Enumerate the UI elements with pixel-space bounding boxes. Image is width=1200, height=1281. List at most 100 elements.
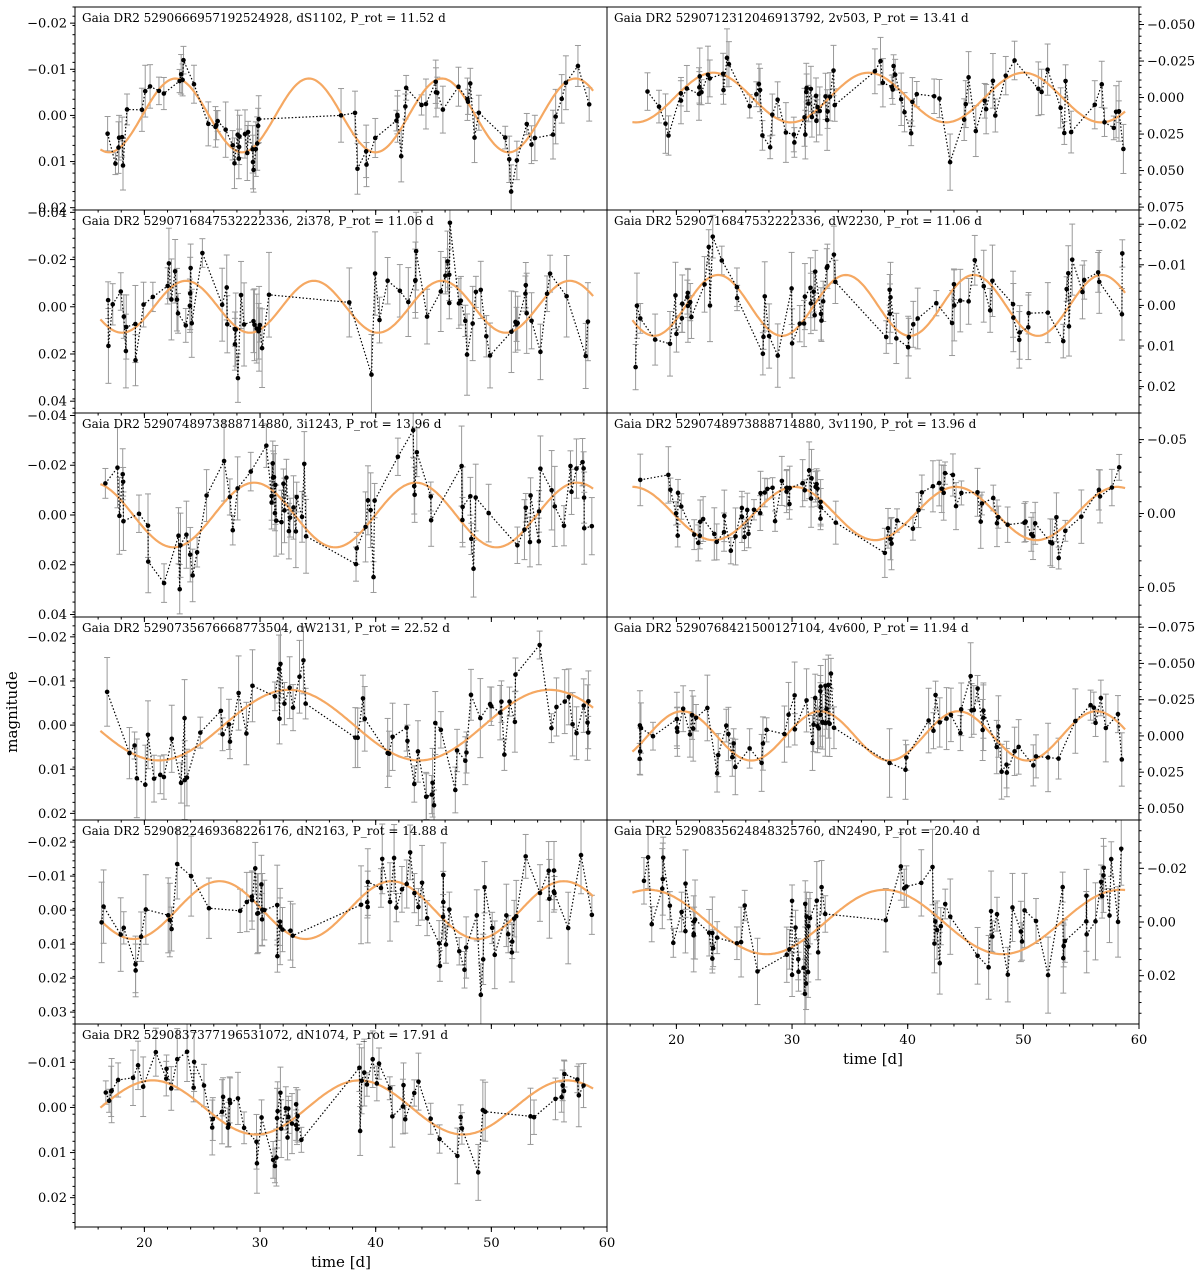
data-point (702, 282, 707, 287)
data-point (270, 1157, 276, 1163)
data-point (887, 760, 892, 766)
data-point (532, 135, 538, 141)
data-point (637, 316, 643, 321)
ytick-label: −0.01 (27, 63, 67, 78)
data-point (279, 519, 284, 525)
data-point (578, 852, 584, 858)
data-point (187, 552, 193, 557)
data-point (419, 102, 424, 108)
data-point (585, 319, 591, 324)
data-point (411, 483, 417, 489)
panel-7: 0.02 0.01 0.00 −0.01 −0.02 Gaia DR2 529073567… (27, 616, 608, 825)
data-point (404, 725, 409, 731)
data-point (133, 321, 138, 327)
data-point (277, 919, 283, 924)
data-point (528, 1114, 533, 1119)
data-point (181, 57, 186, 63)
data-point (905, 344, 911, 350)
data-point (411, 1090, 417, 1096)
data-point (883, 334, 889, 340)
data-point (223, 127, 228, 132)
data-point (693, 715, 699, 721)
data-point (734, 940, 740, 946)
data-point (142, 88, 148, 94)
data-point (505, 931, 511, 937)
data-point (502, 135, 508, 140)
data-point (659, 886, 665, 891)
data-point (1097, 494, 1103, 499)
data-point (133, 357, 138, 363)
data-point (937, 96, 942, 101)
data-point (1062, 528, 1068, 534)
data-point (637, 749, 643, 754)
data-point (728, 548, 734, 554)
data-point (294, 494, 300, 500)
data-point (289, 1121, 295, 1126)
data-point (245, 129, 251, 135)
data-point (241, 322, 247, 327)
data-point (807, 915, 813, 921)
panel-title: Gaia DR2 5290837377196531072, dN1074, P_… (82, 1028, 448, 1042)
data-point (888, 295, 893, 300)
data-point (1016, 744, 1021, 750)
fit-curve (631, 273, 1126, 338)
data-point (272, 1163, 278, 1169)
ytick-label: 0.02 (38, 1191, 67, 1206)
data-point (818, 688, 823, 694)
panel-9: 0.03 0.02 0.01 0.00 −0.01 −0.02 Gaia DR2 52908… (27, 819, 608, 1029)
data-point (972, 257, 978, 263)
fit-curve (631, 710, 1126, 762)
data-point (538, 349, 543, 355)
data-point (589, 912, 595, 918)
data-point (554, 704, 559, 710)
data-point (1088, 702, 1093, 708)
data-point (1121, 146, 1126, 152)
xtick-label: 50 (1015, 1033, 1032, 1048)
data-point (982, 98, 988, 104)
data-point (975, 686, 980, 691)
data-point (1107, 913, 1112, 918)
xtick-label: 40 (899, 1033, 916, 1048)
data-point (918, 880, 924, 886)
data-point (105, 131, 110, 136)
data-point (823, 94, 828, 99)
data-point (770, 485, 775, 491)
data-point (549, 725, 554, 731)
panel-2: 0.075 0.050 0.025 0.000 −0.025 −0.050 Gaia DR2… (606, 6, 1195, 216)
panel-6: 0.05 0.00 −0.05 Gaia DR2 529074897388871488… (606, 412, 1187, 622)
data-point (143, 782, 148, 788)
data-point (1045, 310, 1051, 315)
data-point (430, 780, 435, 786)
data-point (507, 699, 512, 704)
data-point (431, 802, 437, 808)
panel-5: 0.04 0.02 0.00 −0.02 −0.04 Gaia DR2 529074897… (27, 409, 608, 623)
data-point (254, 1139, 259, 1145)
data-point (764, 727, 769, 733)
panel-title: Gaia DR2 5290666957192524928, dS1102, P_… (82, 11, 446, 25)
data-point (801, 965, 806, 971)
panel-plot-area (99, 44, 594, 210)
data-point (250, 159, 256, 165)
data-point (509, 939, 515, 944)
data-point (537, 890, 543, 896)
data-point (273, 518, 279, 523)
data-point (761, 334, 766, 340)
data-point (1116, 465, 1122, 470)
data-point (227, 1100, 233, 1106)
data-point (937, 720, 943, 725)
data-point (104, 689, 110, 695)
data-point (930, 864, 935, 870)
data-point (812, 695, 818, 701)
panel-frame (606, 209, 1140, 414)
data-point (293, 1101, 299, 1107)
data-point (133, 968, 138, 973)
data-point (169, 297, 174, 302)
data-point (721, 87, 726, 93)
data-point (428, 494, 434, 499)
data-point (988, 908, 994, 914)
data-point (398, 153, 404, 159)
data-point (547, 271, 553, 276)
data-point (983, 106, 989, 112)
data-point (742, 903, 748, 908)
data-point (1069, 257, 1075, 262)
